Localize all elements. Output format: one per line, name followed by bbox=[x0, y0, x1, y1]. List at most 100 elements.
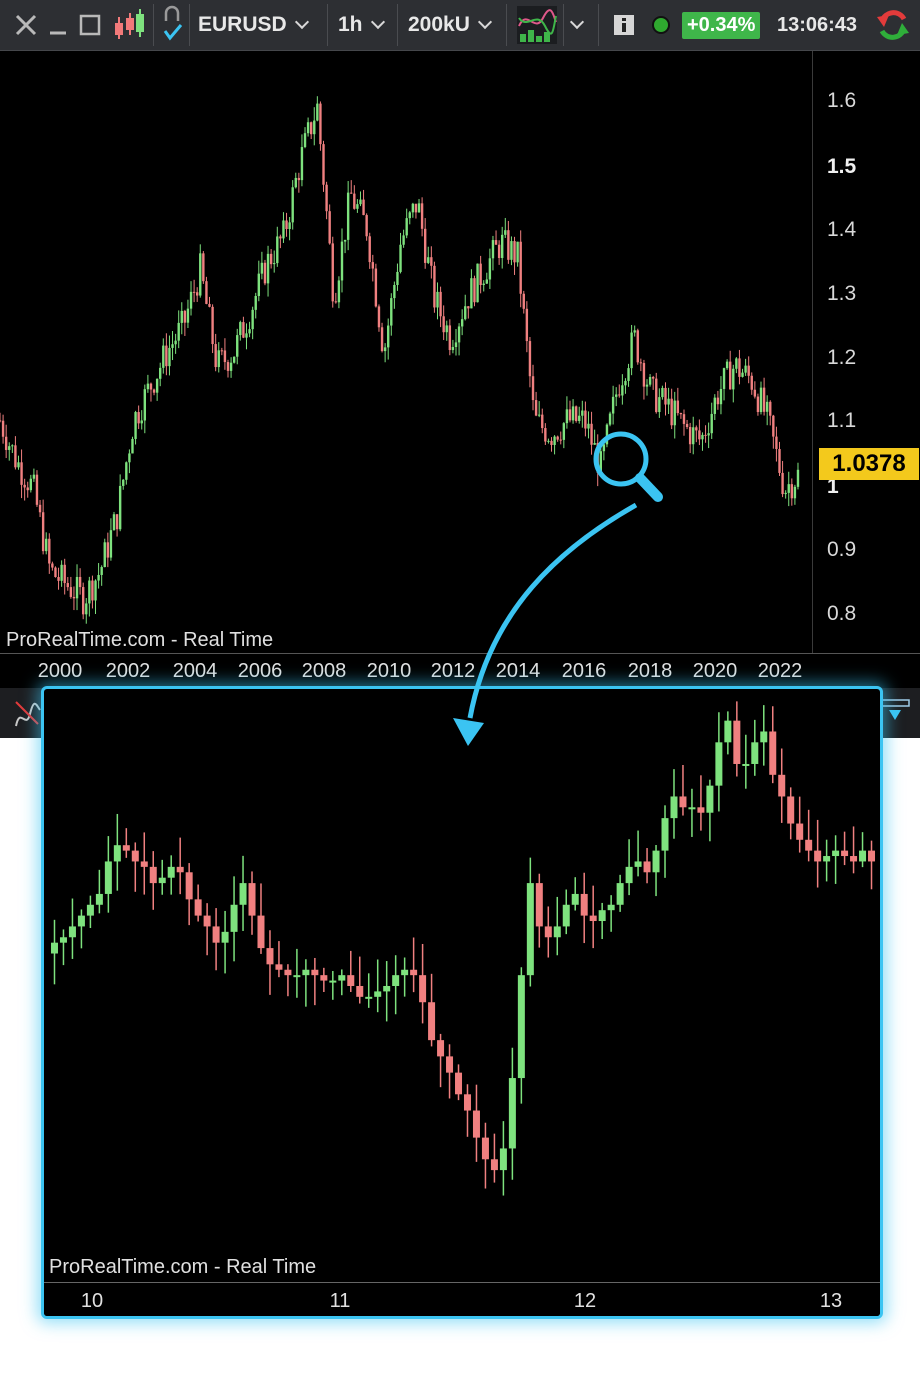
candle bbox=[504, 217, 507, 238]
candle bbox=[525, 301, 529, 353]
candle bbox=[69, 576, 73, 599]
main-chart[interactable]: ProRealTime.com - Real Time bbox=[0, 51, 812, 653]
last-price-label: 1.0378 bbox=[819, 448, 919, 480]
candle bbox=[578, 406, 581, 424]
candle bbox=[269, 249, 273, 269]
candle bbox=[387, 318, 390, 360]
candle bbox=[20, 449, 23, 499]
zoom-candle bbox=[544, 906, 552, 958]
candle bbox=[26, 481, 29, 498]
maximize-icon[interactable] bbox=[79, 0, 101, 50]
candle bbox=[266, 245, 270, 297]
zoom-candle bbox=[562, 889, 570, 935]
clock: 13:06:43 bbox=[777, 13, 858, 36]
timeframe-selector[interactable]: 1h bbox=[338, 0, 385, 50]
time-tick: 2014 bbox=[495, 660, 541, 682]
zoom-candle bbox=[859, 832, 867, 868]
candle bbox=[769, 400, 772, 426]
candle bbox=[177, 310, 180, 349]
drawing-tool-icon[interactable] bbox=[12, 696, 42, 730]
zoomed-candles bbox=[50, 701, 876, 1196]
refresh-icon[interactable] bbox=[874, 0, 912, 50]
candle bbox=[257, 260, 261, 302]
close-icon[interactable] bbox=[14, 0, 38, 50]
candle bbox=[125, 461, 128, 485]
time-tick: 10 bbox=[80, 1290, 104, 1312]
candle bbox=[762, 377, 766, 416]
price-tick: 1.1 bbox=[827, 409, 857, 432]
candle bbox=[0, 412, 2, 423]
candle bbox=[340, 228, 344, 293]
info-icon[interactable] bbox=[613, 0, 635, 50]
candle bbox=[350, 180, 353, 194]
candle bbox=[497, 240, 501, 265]
minimize-icon[interactable] bbox=[48, 0, 68, 50]
candle bbox=[482, 280, 485, 292]
candle bbox=[239, 320, 242, 341]
candle bbox=[115, 513, 119, 537]
candle bbox=[183, 309, 187, 336]
price-axis[interactable]: 1.6 1.5 1.4 1.3 1.2 1.1 1 0.9 0.8 1.0378 bbox=[812, 51, 920, 653]
candle bbox=[759, 381, 763, 415]
candle bbox=[186, 299, 190, 329]
candle bbox=[72, 586, 76, 611]
price-tick: 1.3 bbox=[827, 282, 857, 305]
symbol-selector[interactable]: EURUSD bbox=[198, 0, 309, 50]
price-tick: 1.4 bbox=[827, 218, 857, 241]
candle bbox=[81, 582, 85, 620]
candle bbox=[232, 356, 236, 364]
candle bbox=[676, 387, 680, 416]
indicators-icon[interactable] bbox=[515, 0, 559, 50]
candle bbox=[309, 121, 313, 139]
candle bbox=[639, 358, 643, 372]
candle bbox=[584, 401, 587, 437]
zoom-candle bbox=[257, 883, 265, 954]
candle bbox=[565, 396, 569, 429]
candle bbox=[300, 134, 304, 187]
candle bbox=[735, 357, 738, 374]
candle bbox=[276, 226, 279, 267]
candle bbox=[633, 325, 636, 337]
candle bbox=[208, 296, 211, 308]
candle bbox=[433, 261, 436, 313]
candle bbox=[488, 248, 492, 289]
candle bbox=[149, 382, 153, 402]
candle bbox=[91, 575, 94, 609]
time-axis[interactable]: 2000 2002 2004 2006 2008 2010 2012 2014 … bbox=[0, 653, 920, 688]
connection-status-icon bbox=[651, 0, 671, 50]
candle bbox=[729, 350, 732, 390]
zoom-candle bbox=[149, 851, 157, 910]
time-tick: 2022 bbox=[757, 660, 803, 682]
candle bbox=[519, 230, 522, 308]
time-tick: 2006 bbox=[237, 660, 283, 682]
time-tick: 13 bbox=[819, 1290, 843, 1312]
zoom-candle bbox=[661, 805, 669, 878]
zoom-candle bbox=[634, 830, 642, 877]
units-selector[interactable]: 200kU bbox=[408, 0, 492, 50]
candlestick-type-icon[interactable] bbox=[112, 0, 146, 50]
candle bbox=[707, 422, 710, 449]
candle bbox=[380, 322, 384, 353]
link-check-icon[interactable] bbox=[160, 0, 184, 50]
zoom-candle bbox=[185, 863, 193, 926]
zoomed-chart[interactable]: ProRealTime.com - Real Time 10 11 12 13 bbox=[41, 686, 883, 1319]
zoom-time-axis[interactable]: 10 11 12 13 bbox=[44, 1282, 880, 1316]
zoom-candle bbox=[490, 1133, 498, 1183]
scroll-down-icon[interactable] bbox=[880, 698, 910, 728]
candle bbox=[679, 412, 683, 419]
candle bbox=[273, 250, 276, 273]
zoom-candle bbox=[347, 950, 355, 992]
candle bbox=[313, 107, 316, 146]
zoom-candle bbox=[104, 836, 112, 913]
candle bbox=[756, 393, 760, 416]
candle bbox=[658, 388, 661, 418]
candle bbox=[618, 384, 621, 398]
zoom-candle bbox=[356, 956, 364, 1004]
candle bbox=[713, 394, 716, 421]
candle bbox=[288, 217, 291, 241]
candle bbox=[787, 471, 790, 507]
indicators-dropdown[interactable] bbox=[569, 0, 585, 50]
candle bbox=[220, 347, 224, 356]
candle bbox=[319, 101, 322, 151]
candle bbox=[23, 478, 26, 501]
